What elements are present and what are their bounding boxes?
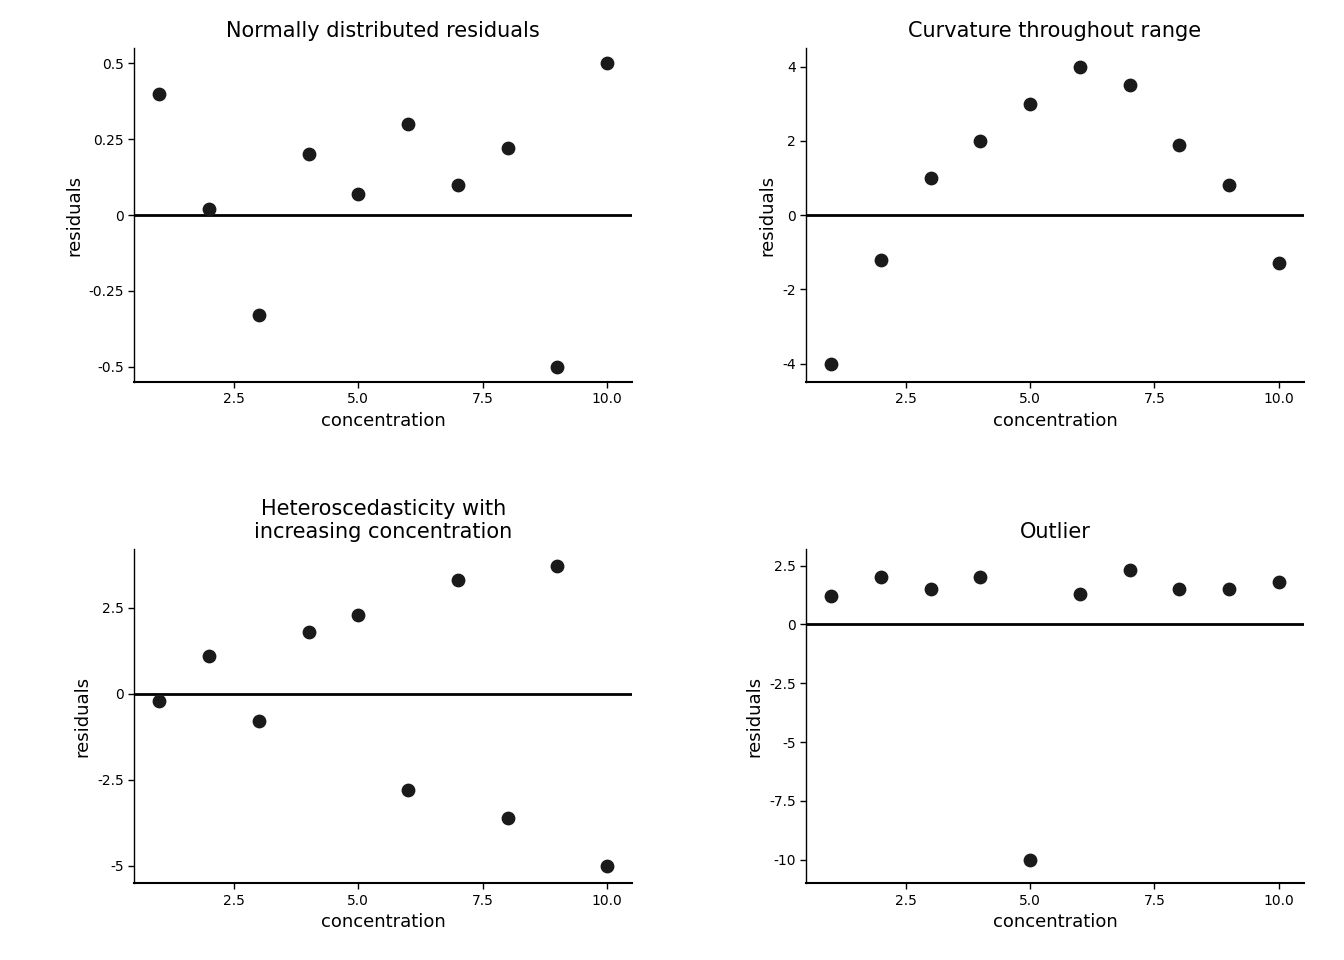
Point <box>1019 852 1040 867</box>
Title: Curvature throughout range: Curvature throughout range <box>909 21 1202 41</box>
Point <box>919 582 941 597</box>
Point <box>1019 96 1040 111</box>
Point <box>249 713 270 729</box>
Point <box>199 202 220 217</box>
Title: Heteroscedasticity with
increasing concentration: Heteroscedasticity with increasing conce… <box>254 499 512 542</box>
Point <box>547 559 569 574</box>
X-axis label: concentration: concentration <box>992 412 1117 430</box>
Point <box>870 569 891 585</box>
Point <box>597 56 618 71</box>
X-axis label: concentration: concentration <box>321 412 446 430</box>
Point <box>1118 78 1140 93</box>
Point <box>1168 582 1189 597</box>
X-axis label: concentration: concentration <box>992 913 1117 931</box>
X-axis label: concentration: concentration <box>321 913 446 931</box>
Point <box>298 624 320 639</box>
Point <box>249 307 270 323</box>
Point <box>1267 574 1289 589</box>
Point <box>1218 582 1239 597</box>
Point <box>448 572 469 588</box>
Point <box>870 252 891 267</box>
Point <box>969 569 991 585</box>
Y-axis label: residuals: residuals <box>758 175 777 255</box>
Title: Normally distributed residuals: Normally distributed residuals <box>226 21 540 41</box>
Point <box>1218 178 1239 193</box>
Point <box>1168 137 1189 153</box>
Point <box>497 140 519 156</box>
Point <box>969 133 991 149</box>
Point <box>820 588 841 604</box>
Point <box>1068 59 1090 74</box>
Point <box>1267 255 1289 271</box>
Point <box>398 116 419 132</box>
Title: Outlier: Outlier <box>1020 522 1090 542</box>
Point <box>348 607 370 622</box>
Point <box>199 648 220 663</box>
Point <box>448 177 469 192</box>
Point <box>149 85 171 101</box>
Y-axis label: residuals: residuals <box>65 175 83 255</box>
Point <box>919 170 941 185</box>
Point <box>348 186 370 202</box>
Point <box>149 693 171 708</box>
Point <box>547 359 569 374</box>
Point <box>298 147 320 162</box>
Point <box>398 782 419 798</box>
Point <box>497 810 519 826</box>
Y-axis label: residuals: residuals <box>746 676 763 756</box>
Point <box>820 356 841 372</box>
Point <box>1118 563 1140 578</box>
Y-axis label: residuals: residuals <box>74 676 91 756</box>
Point <box>1068 587 1090 602</box>
Point <box>597 858 618 874</box>
